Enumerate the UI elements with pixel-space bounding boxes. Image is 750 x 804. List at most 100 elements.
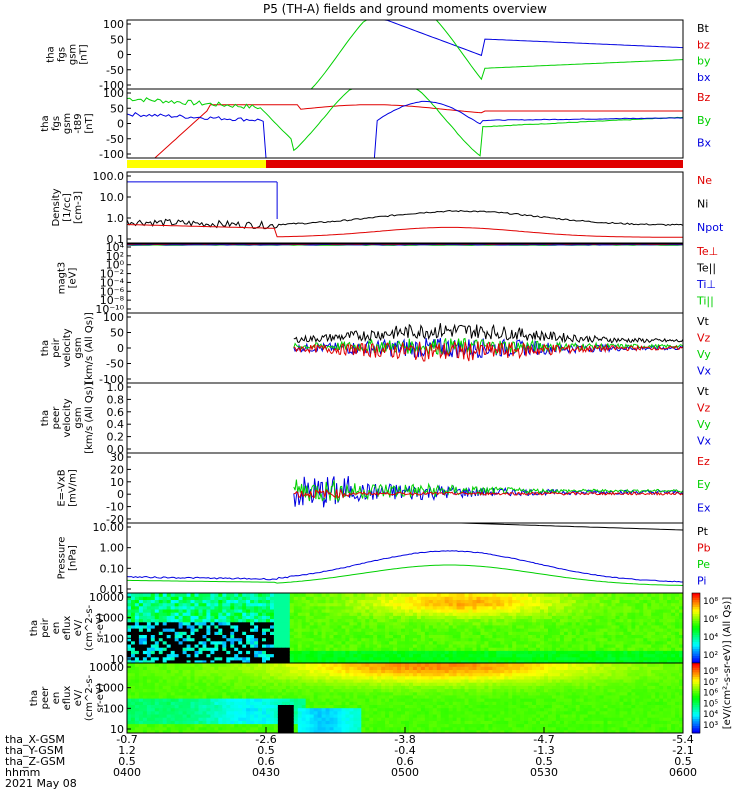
series-Ti-perp bbox=[127, 245, 683, 246]
y-tick-label: 0.6 bbox=[107, 406, 125, 419]
legend-Bz: Bz bbox=[697, 91, 711, 104]
y-tick-label: 100 bbox=[103, 632, 124, 645]
y-label-line: gsm bbox=[73, 407, 84, 428]
legend-bx: bx bbox=[697, 71, 711, 84]
heat-cell bbox=[580, 593, 585, 597]
heat-cell bbox=[226, 593, 231, 597]
y-tick-label: 0 bbox=[117, 49, 124, 62]
y-label-line: sr-eV) bbox=[95, 613, 106, 642]
heat-cell bbox=[278, 663, 283, 667]
heat-cell bbox=[210, 663, 215, 667]
heat-cell bbox=[417, 593, 422, 597]
heat-cell bbox=[155, 663, 160, 667]
heat-cell bbox=[524, 593, 529, 597]
heat-cell bbox=[429, 593, 434, 597]
series-Bz bbox=[127, 105, 683, 158]
heat-cell bbox=[449, 593, 454, 597]
heat-cell bbox=[238, 663, 243, 667]
heat-cell bbox=[179, 663, 184, 667]
y-tick-label: 50 bbox=[110, 327, 124, 340]
heat-cell bbox=[560, 593, 565, 597]
series-bx bbox=[127, 20, 683, 55]
series-Bx bbox=[127, 101, 683, 158]
heat-cell bbox=[222, 663, 227, 667]
y-label-line: tha bbox=[29, 620, 40, 636]
heat-cell bbox=[568, 593, 573, 597]
heat-cell bbox=[639, 593, 644, 597]
heat-cell bbox=[616, 593, 621, 597]
legend-by: by bbox=[697, 55, 711, 68]
colorbar-tick-label: 10⁶ bbox=[703, 615, 718, 625]
y-label-line: [cm-3] bbox=[73, 191, 84, 224]
heat-cell bbox=[183, 593, 188, 597]
y-tick-label: -10 bbox=[106, 501, 124, 514]
heat-cell bbox=[167, 663, 172, 667]
heat-cell bbox=[310, 663, 315, 667]
y-label-line: Pressure bbox=[57, 537, 68, 580]
heat-cell bbox=[389, 663, 394, 667]
heat-cell bbox=[516, 593, 521, 597]
y-tick-label: 30 bbox=[110, 451, 124, 464]
y-label-line: velocity bbox=[62, 328, 73, 367]
heat-cell bbox=[600, 593, 605, 597]
heat-cell bbox=[635, 593, 640, 597]
y-label-line: [nT] bbox=[84, 113, 95, 133]
y-tick-label: 10 bbox=[110, 476, 124, 489]
heat-cell bbox=[139, 663, 144, 667]
legend-Vy: Vy bbox=[697, 348, 711, 361]
legend-Vx: Vx bbox=[697, 365, 712, 378]
heat-cell bbox=[155, 593, 160, 597]
y-label-line: en bbox=[51, 622, 62, 635]
heat-cell bbox=[377, 663, 382, 667]
heat-cell bbox=[302, 663, 307, 667]
heat-cell bbox=[171, 663, 176, 667]
y-tick-label: 0 bbox=[117, 342, 124, 355]
y-label-line: [nT] bbox=[79, 44, 90, 64]
heat-cell bbox=[290, 663, 295, 667]
y-label-line: peer bbox=[51, 406, 62, 430]
heat-cell bbox=[612, 593, 617, 597]
heat-cell bbox=[163, 663, 168, 667]
heat-cell bbox=[282, 593, 287, 597]
heat-cell bbox=[139, 593, 144, 597]
heat-cell bbox=[334, 663, 339, 667]
y-label-line: (cm^2-s- bbox=[84, 604, 95, 651]
heat-cell bbox=[135, 593, 140, 597]
heat-cell bbox=[500, 593, 505, 597]
y-tick-label: 100 bbox=[103, 87, 124, 100]
y-label-line: eV/ bbox=[73, 619, 84, 636]
heat-cell bbox=[365, 593, 370, 597]
panel-density: 100.010.01.00.1Density[1/cc][cm-3]NeNiNp… bbox=[51, 170, 724, 246]
heat-cell bbox=[596, 593, 601, 597]
y-label-density: Density[1/cc][cm-3] bbox=[51, 188, 84, 226]
plot-area-efield bbox=[294, 476, 683, 507]
heat-cell bbox=[330, 593, 335, 597]
heat-cell bbox=[473, 593, 478, 597]
y-tick-label: 0.8 bbox=[107, 393, 125, 406]
heat-cell bbox=[671, 593, 676, 597]
heat-cell bbox=[667, 593, 672, 597]
heat-cell bbox=[195, 663, 200, 667]
heat-cell bbox=[318, 663, 323, 667]
series-Pt bbox=[450, 523, 684, 530]
series-By bbox=[127, 89, 683, 156]
y-tick-label: 50 bbox=[110, 102, 124, 115]
legend-Ex: Ex bbox=[697, 501, 711, 514]
heat-cell bbox=[540, 593, 545, 597]
mode-segment-1 bbox=[266, 160, 683, 168]
panel-frame-fgs_t89 bbox=[127, 89, 683, 158]
heat-cell bbox=[373, 663, 378, 667]
heat-cell bbox=[385, 593, 390, 597]
heat-cell bbox=[234, 593, 239, 597]
heat-cell bbox=[191, 593, 196, 597]
heat-cell bbox=[151, 593, 156, 597]
heat-cell bbox=[218, 663, 223, 667]
series-Ni bbox=[127, 211, 683, 229]
heat-cell bbox=[469, 593, 474, 597]
heat-cell bbox=[254, 593, 259, 597]
y-label-line: [1/cc] bbox=[62, 193, 73, 222]
heat-cell bbox=[210, 593, 215, 597]
